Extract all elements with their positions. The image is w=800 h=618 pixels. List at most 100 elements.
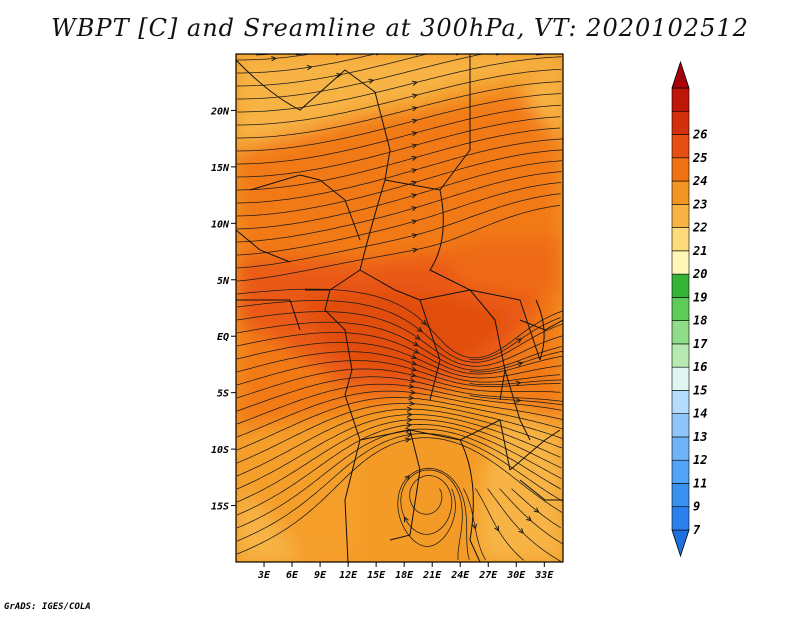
y-tick-label: EQ xyxy=(217,332,229,343)
streamline-arrow xyxy=(406,432,413,438)
streamline-arrow xyxy=(515,380,522,386)
streamline-arrow xyxy=(412,341,419,347)
colorbar-box xyxy=(671,390,690,414)
streamline-arrow xyxy=(411,206,418,212)
colorbar-label: 18 xyxy=(693,314,707,328)
colorbar-box xyxy=(671,273,690,298)
x-tick-label: 12E xyxy=(339,570,358,581)
streamline-arrow xyxy=(411,366,418,372)
streamline xyxy=(236,288,563,359)
colorbar-label: 16 xyxy=(693,360,707,374)
streamline xyxy=(236,383,562,425)
y-tick-label: 5N xyxy=(217,276,230,287)
streamline xyxy=(237,104,561,165)
colorbar-box xyxy=(671,180,690,205)
streamline xyxy=(236,419,562,503)
streamline xyxy=(236,414,561,490)
streamline xyxy=(236,182,562,256)
streamline-arrow xyxy=(413,348,420,354)
streamline xyxy=(236,424,562,516)
streamline-arrow xyxy=(411,106,419,112)
streamline-arrow xyxy=(409,378,416,384)
streamline-arrow xyxy=(406,417,413,423)
streamline-arrow xyxy=(411,168,418,174)
colorbar-label: 14 xyxy=(693,407,707,421)
colorbar-box xyxy=(671,343,690,368)
y-tick-label: 10N xyxy=(211,219,230,230)
streamline xyxy=(236,390,563,438)
x-tick-label: 24E xyxy=(450,570,470,581)
colorbar-label: 7 xyxy=(693,523,701,537)
streamline-arrow xyxy=(368,78,375,84)
streamline xyxy=(237,127,561,191)
streamline-arrow xyxy=(411,155,418,161)
colorbar-label: 19 xyxy=(693,290,707,304)
x-tick-label: 27E xyxy=(478,570,498,581)
colorbar-lower-triangle xyxy=(671,529,690,558)
streamline-arrow xyxy=(412,80,419,86)
streamline xyxy=(236,321,562,371)
streamline xyxy=(237,93,562,152)
x-tick-label: 6E xyxy=(286,570,299,581)
streamline-arrow xyxy=(411,354,418,359)
streamline xyxy=(469,350,563,373)
streamline-arrow xyxy=(306,64,313,71)
country-boundaries xyxy=(236,54,563,562)
streamline-arrow xyxy=(411,233,418,239)
colorbar-box xyxy=(671,506,690,531)
y-tick-label: 15S xyxy=(211,502,229,513)
x-tick-label: 18E xyxy=(395,570,414,581)
streamline-arrow xyxy=(533,507,540,513)
streamline xyxy=(236,397,563,451)
plot-frame xyxy=(235,53,564,563)
streamline xyxy=(236,193,561,269)
streamline xyxy=(236,437,563,555)
streamline-arrow xyxy=(416,326,423,333)
streamline-arrow xyxy=(517,361,524,367)
streamline xyxy=(236,408,563,477)
streamline xyxy=(237,116,561,178)
colorbar-label: 9 xyxy=(693,500,700,514)
streamline xyxy=(237,54,426,87)
colorbar-label: 25 xyxy=(692,151,707,165)
streamline xyxy=(237,54,374,74)
x-tick-label: 30E xyxy=(506,570,526,581)
colorbar-label: 15 xyxy=(693,383,707,397)
colorbar-box xyxy=(671,204,690,228)
colorbar-box xyxy=(671,227,690,252)
grads-credit: GrADS: IGES/COLA xyxy=(4,602,91,612)
streamline-arrow xyxy=(411,118,418,124)
colorbar-label: 12 xyxy=(693,453,707,467)
streamline xyxy=(236,376,563,412)
streamline-arrow xyxy=(404,474,411,481)
colorbar-label: 13 xyxy=(693,430,707,444)
colorbar-box xyxy=(671,157,690,182)
streamline-arrow xyxy=(411,131,418,137)
colorbar-box xyxy=(671,413,690,438)
streamline-arrow xyxy=(406,422,413,428)
colorbar-label: 20 xyxy=(692,267,707,281)
colorbar-box xyxy=(671,459,690,484)
streamline-arrow xyxy=(421,319,427,326)
x-tick-label: 21E xyxy=(422,570,442,581)
map-axes: 3E 6E 9E 12E 15E 18E 21E 24E 27E 30E 33E 20N 15N 10N 5… xyxy=(210,106,554,581)
streamline xyxy=(237,56,562,113)
streamlines xyxy=(236,54,563,562)
streamline-arrow xyxy=(411,219,418,225)
streamline xyxy=(236,332,563,375)
streamline-arrow xyxy=(410,389,417,395)
streamline xyxy=(236,351,561,383)
streamline xyxy=(397,467,470,560)
wbpt-shading xyxy=(236,54,563,562)
streamline-arrow xyxy=(411,193,418,199)
colorbar-box xyxy=(671,320,690,345)
colorbar-label: 26 xyxy=(692,128,707,142)
streamline xyxy=(236,204,561,282)
x-tick-label: 33E xyxy=(534,570,554,581)
colorbar-label: 11 xyxy=(693,476,707,490)
colorbar-box xyxy=(671,297,690,321)
streamline xyxy=(499,488,563,545)
colorbar-box xyxy=(671,134,690,159)
streamline-arrow xyxy=(516,338,523,344)
